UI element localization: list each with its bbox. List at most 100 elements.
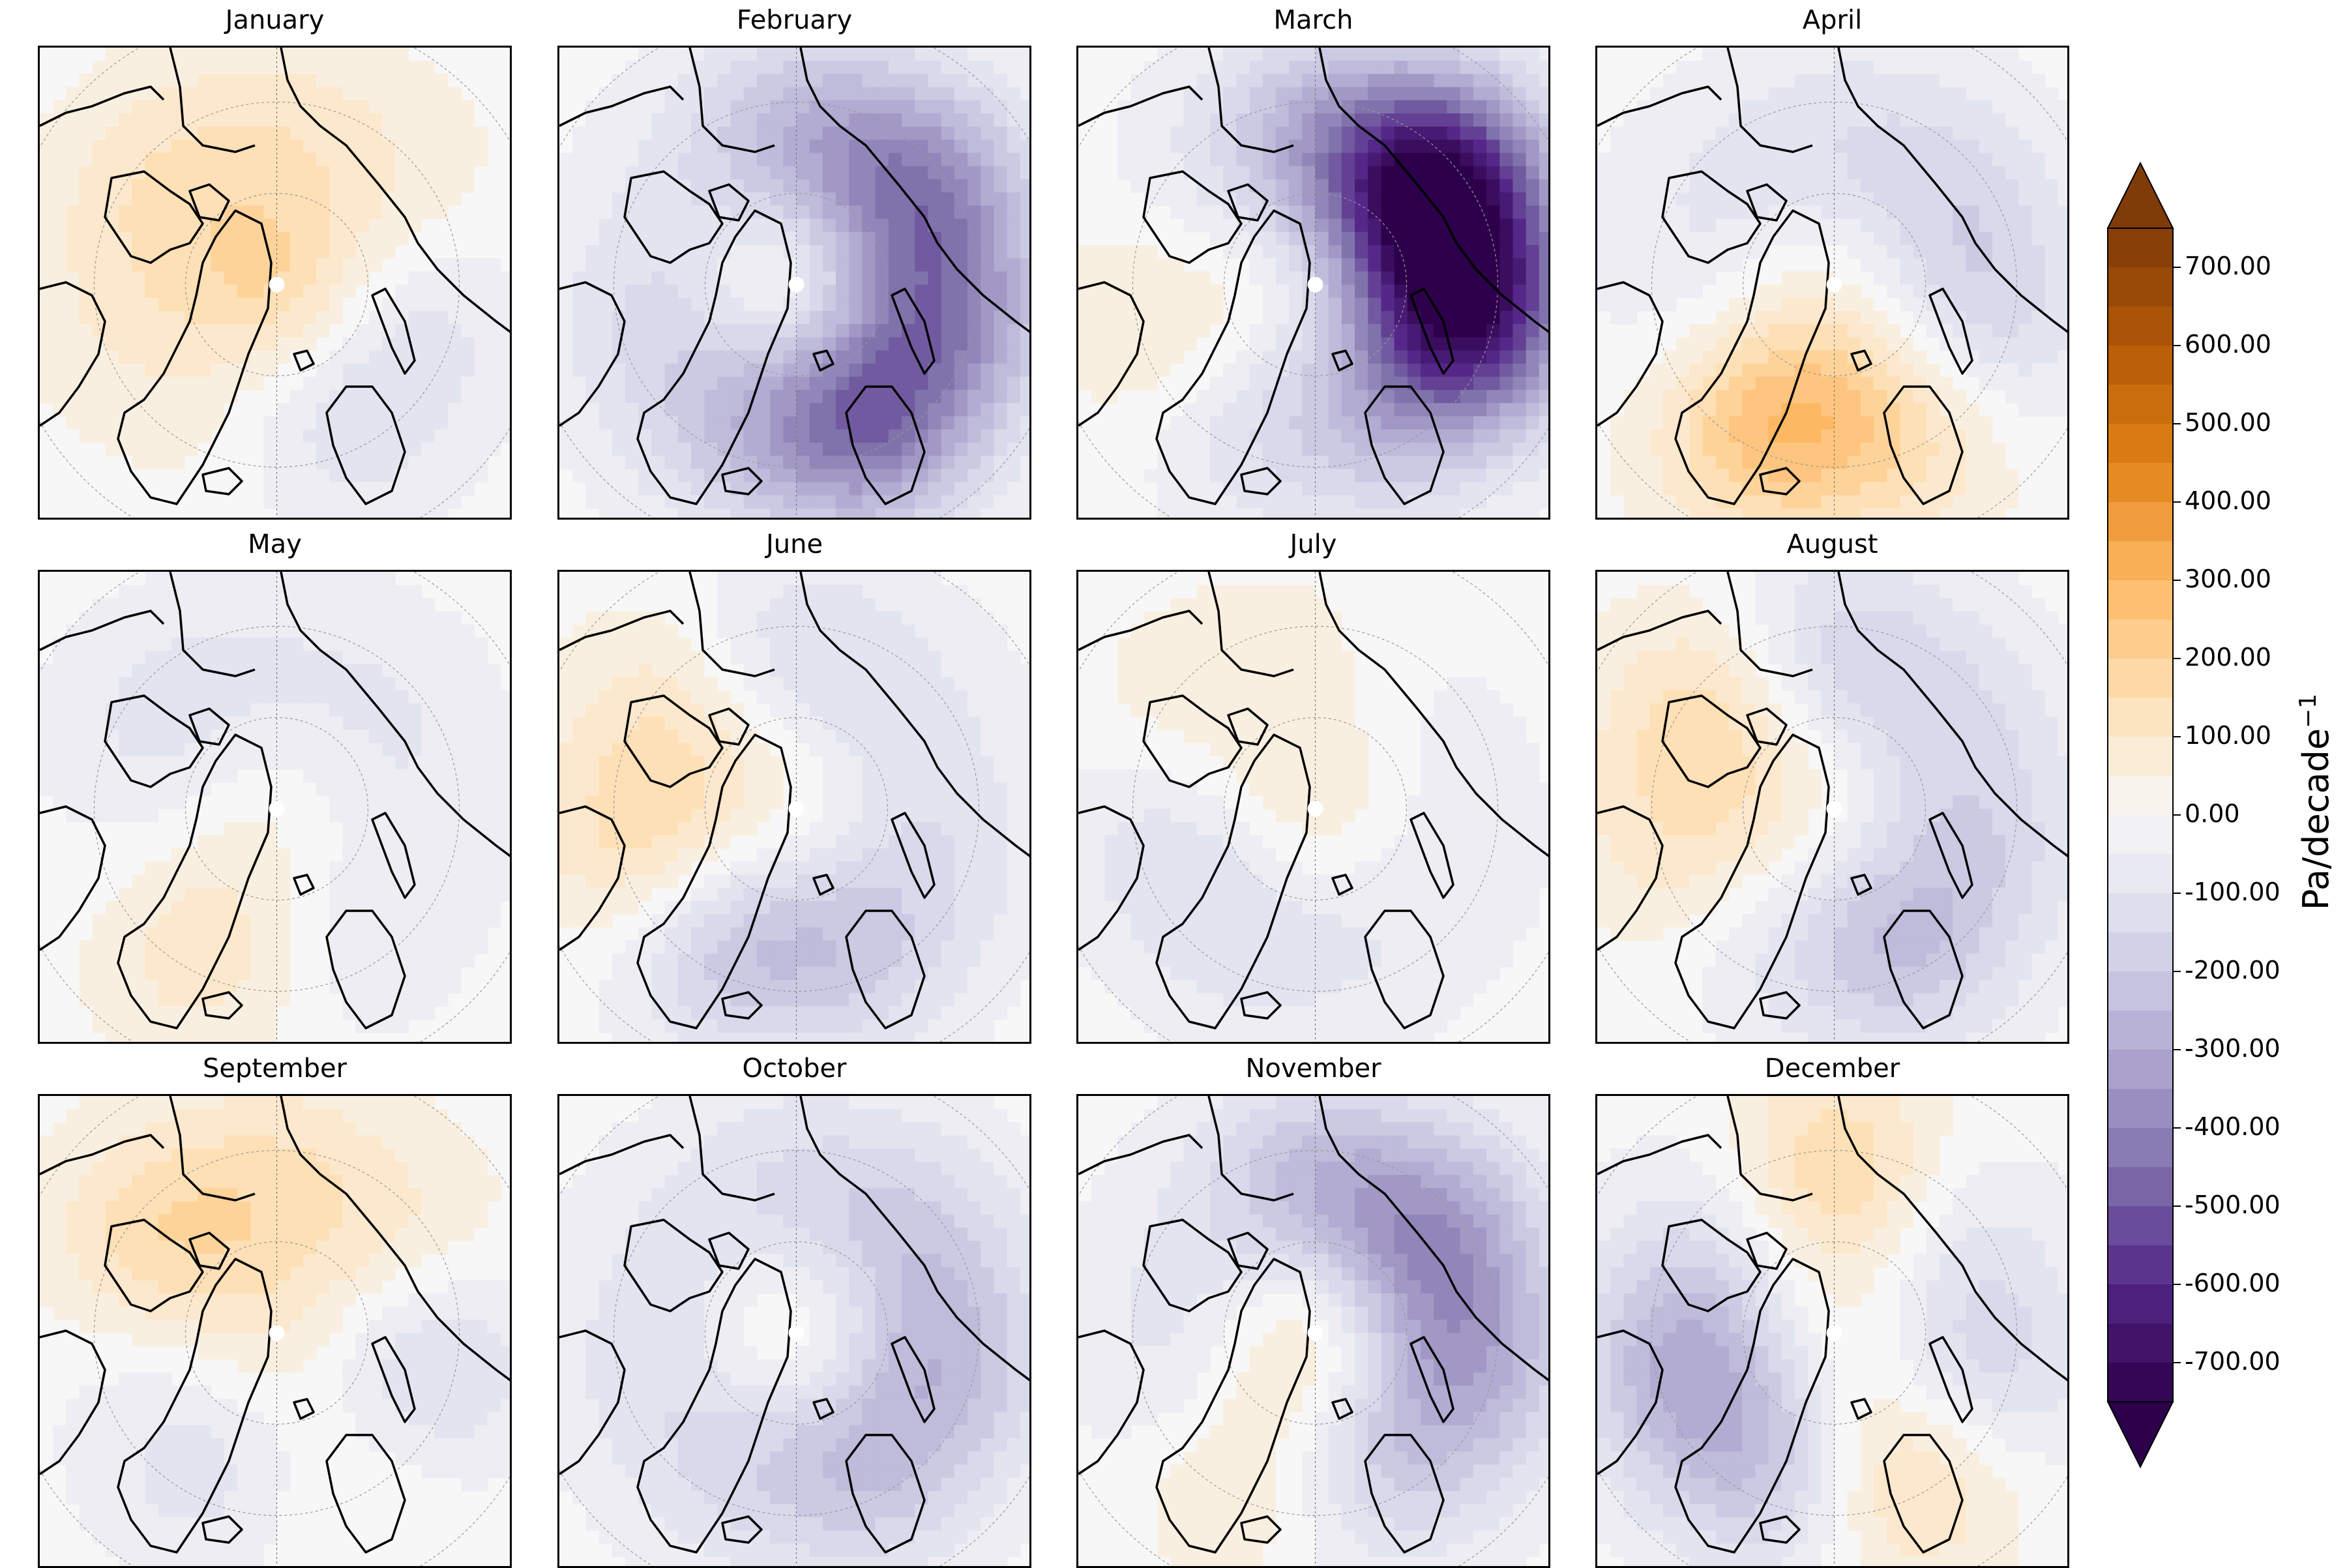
field-cell [277, 87, 291, 101]
field-cell [585, 153, 599, 167]
field-cell [1355, 469, 1368, 482]
field-cell [1447, 496, 1460, 509]
field-cell [1250, 87, 1263, 101]
field-cell [1263, 61, 1277, 74]
field-cell [625, 403, 639, 417]
field-cell [1316, 403, 1329, 417]
field-cell [132, 179, 145, 193]
field-cell [329, 166, 343, 180]
field-cell [1539, 205, 1550, 219]
field-cell [422, 126, 435, 140]
field-cell [1289, 285, 1303, 299]
field-cell [585, 113, 599, 127]
field-cell [1637, 140, 1651, 153]
field-cell [1302, 350, 1316, 364]
field-cell [474, 271, 488, 285]
field-cell [145, 625, 159, 638]
field-cell [1381, 245, 1395, 259]
field-cell [928, 61, 941, 74]
field-cell [1513, 377, 1526, 391]
field-cell [1447, 350, 1460, 364]
field-cell [1316, 377, 1329, 391]
field-cell [1460, 403, 1474, 417]
field-cell [1434, 403, 1447, 417]
field-cell [1821, 509, 1835, 520]
field-cell [1263, 245, 1277, 259]
field-cell [145, 153, 159, 167]
field-cell [1007, 482, 1021, 496]
field-cell [1250, 113, 1263, 127]
field-cell [342, 245, 356, 259]
field-cell [770, 192, 784, 206]
field-cell [1795, 100, 1808, 114]
field-cell [1926, 113, 1940, 127]
field-cell [810, 377, 823, 391]
field-cell [461, 625, 475, 638]
field-cell [1716, 430, 1730, 443]
field-cell [836, 285, 849, 299]
field-cell [290, 390, 304, 404]
field-cell [119, 337, 132, 351]
field-cell [488, 298, 501, 312]
field-cell [290, 677, 304, 691]
field-cell [1499, 126, 1513, 140]
field-cell [185, 219, 198, 233]
field-cell [1610, 192, 1624, 206]
field-cell [66, 192, 80, 206]
field-cell [1408, 271, 1421, 285]
field-cell [1610, 219, 1624, 233]
field-cell [928, 271, 941, 285]
field-cell [665, 350, 679, 364]
field-cell [1526, 179, 1540, 193]
field-cell [638, 74, 652, 87]
field-cell [1979, 140, 1993, 153]
field-cell [1966, 496, 1979, 509]
field-cell [836, 482, 849, 496]
field-cell [1118, 245, 1132, 259]
field-cell [224, 100, 238, 114]
field-cell [849, 166, 863, 180]
field-cell [1689, 443, 1703, 456]
field-cell [250, 612, 264, 625]
field-cell [1007, 166, 1021, 180]
field-cell [638, 192, 652, 206]
field-cell [303, 205, 317, 219]
field-cell [435, 677, 449, 691]
field-cell [369, 416, 383, 430]
field-cell [1368, 496, 1381, 509]
field-cell [1742, 390, 1756, 404]
field-cell [849, 364, 863, 377]
field-cell [422, 166, 435, 180]
field-cell [994, 74, 1007, 87]
field-cell [66, 324, 80, 338]
field-cell [171, 416, 185, 430]
field-cell [1316, 232, 1329, 246]
field-cell [1157, 192, 1171, 206]
field-cell [1408, 166, 1421, 180]
field-cell [1966, 430, 1979, 443]
field-cell [1408, 469, 1421, 482]
field-cell [66, 166, 80, 180]
field-cell [53, 205, 66, 219]
field-cell [1091, 377, 1105, 391]
field-cell [158, 258, 172, 272]
field-cell [651, 377, 665, 391]
field-cell [994, 87, 1007, 101]
field-cell [198, 285, 211, 299]
field-cell [731, 324, 745, 338]
field-cell [277, 403, 291, 417]
field-cell [106, 113, 119, 127]
field-cell [665, 430, 679, 443]
field-cell [1623, 456, 1637, 469]
field-cell [290, 258, 304, 272]
field-cell [1597, 298, 1611, 312]
field-cell [651, 496, 665, 509]
field-cell [1887, 258, 1900, 272]
field-cell [1020, 403, 1031, 417]
field-cell [823, 324, 836, 338]
field-cell [1742, 377, 1756, 391]
field-cell [757, 298, 771, 312]
field-cell [1007, 456, 1021, 469]
field-cell [1663, 390, 1677, 404]
field-cell [1289, 166, 1303, 180]
